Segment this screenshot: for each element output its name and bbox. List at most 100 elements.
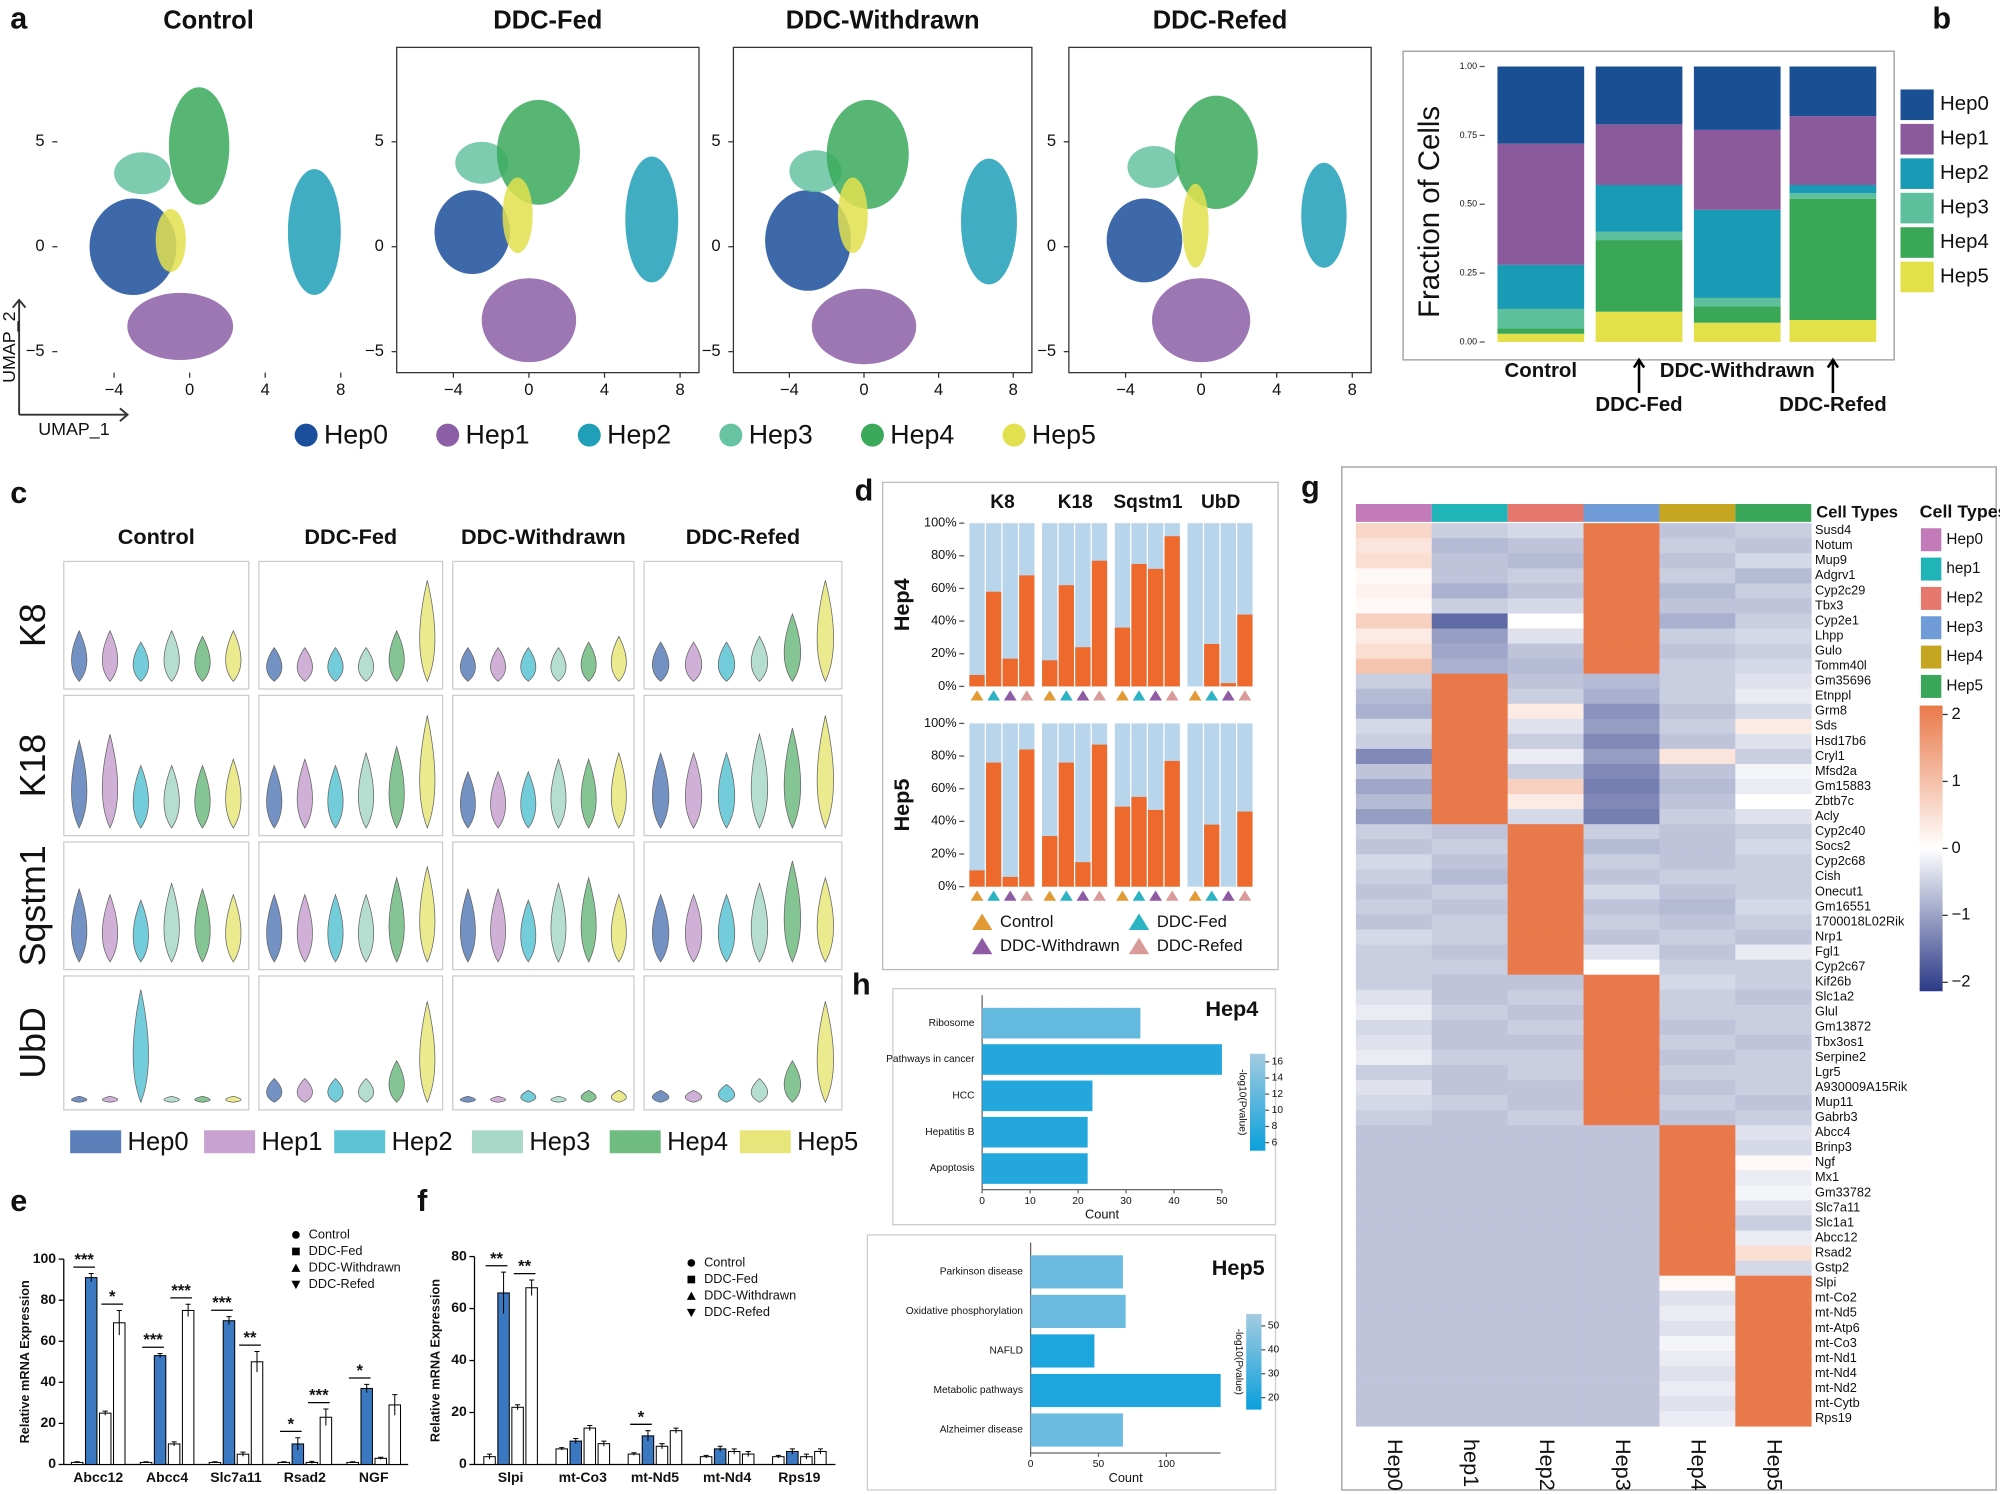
heatmap-cell bbox=[1659, 1019, 1736, 1036]
x-tick-label: 20 bbox=[1072, 1196, 1084, 1207]
legend-marker bbox=[719, 423, 743, 447]
violin bbox=[520, 770, 537, 829]
heatmap-cell bbox=[1659, 884, 1736, 900]
heatmap-cell bbox=[1431, 1305, 1509, 1322]
bar bbox=[153, 1355, 167, 1465]
violin bbox=[460, 887, 476, 963]
bar bbox=[627, 1453, 641, 1465]
heatmap-cell bbox=[1507, 1155, 1584, 1171]
row-label: Sds bbox=[1815, 718, 1837, 733]
bar bbox=[982, 1007, 1141, 1039]
row-label: Tbx3 bbox=[1815, 597, 1843, 612]
violin bbox=[266, 764, 283, 829]
heatmap-cell bbox=[1659, 598, 1736, 614]
row-label: Cyp2c67 bbox=[1815, 959, 1865, 974]
condition-marker bbox=[1076, 890, 1090, 901]
heatmap-cell bbox=[1355, 944, 1433, 961]
legend-swatch bbox=[1900, 261, 1934, 293]
heatmap-cell bbox=[1659, 1335, 1736, 1352]
heatmap-cell bbox=[1659, 1170, 1736, 1186]
heatmap-cell bbox=[1431, 583, 1509, 599]
error-bar bbox=[171, 1441, 177, 1446]
violin bbox=[750, 882, 769, 963]
cluster bbox=[168, 87, 230, 205]
heatmap-cell bbox=[1583, 1170, 1660, 1186]
heatmap-cell bbox=[1583, 583, 1660, 599]
legend-label: DDC-Refed bbox=[704, 1304, 770, 1319]
heatmap-cell bbox=[1355, 658, 1433, 675]
violin bbox=[490, 646, 507, 682]
heatmap-cell bbox=[1355, 869, 1433, 885]
heatmap-cell bbox=[1507, 1125, 1584, 1141]
row-label: Lgr5 bbox=[1815, 1064, 1841, 1079]
condition-marker bbox=[1165, 890, 1179, 901]
violin bbox=[194, 887, 211, 963]
heatmap-cell bbox=[1355, 989, 1433, 1006]
legend-label: DDC-Refed bbox=[309, 1276, 375, 1291]
significance-label: *** bbox=[212, 1293, 232, 1312]
violin bbox=[783, 860, 801, 963]
heatmap-cell bbox=[1735, 1260, 1812, 1277]
bar bbox=[1042, 836, 1058, 887]
row-label: Fgl1 bbox=[1815, 943, 1840, 958]
bar bbox=[982, 1080, 1093, 1112]
error-bar bbox=[240, 1451, 246, 1457]
heatmap-cell bbox=[1735, 869, 1812, 885]
violin bbox=[550, 758, 567, 829]
heatmap-cell bbox=[1583, 613, 1660, 629]
row-label: Etnppl bbox=[1815, 688, 1851, 703]
x-tick-label: 8 bbox=[675, 380, 684, 399]
heatmap-cell bbox=[1355, 523, 1433, 539]
heatmap-cell bbox=[1355, 809, 1433, 825]
bar bbox=[982, 1044, 1222, 1075]
heatmap-cell bbox=[1659, 899, 1736, 915]
heatmap-cell bbox=[1431, 1034, 1509, 1051]
row-label: Acly bbox=[1815, 808, 1840, 823]
legend-label: Hep5 bbox=[1940, 265, 1989, 287]
condition-marker bbox=[987, 890, 1000, 901]
y-tick-label: 20% bbox=[931, 645, 957, 660]
violin bbox=[490, 770, 507, 829]
x-tick-label: 0 bbox=[979, 1196, 985, 1207]
legend-label: Hep1 bbox=[261, 1128, 322, 1156]
heatmap-cell bbox=[1735, 538, 1812, 554]
heatmap-cell bbox=[1583, 824, 1660, 840]
heatmap-cell bbox=[1355, 1080, 1433, 1096]
y-tick-label: 20 bbox=[451, 1403, 467, 1419]
violin bbox=[163, 764, 180, 829]
heatmap-cell bbox=[1735, 1245, 1812, 1262]
row-label: Tbx3os1 bbox=[1815, 1034, 1864, 1049]
violin bbox=[685, 893, 703, 963]
annotation-cell bbox=[1355, 504, 1432, 522]
heatmap-cell bbox=[1355, 1411, 1433, 1427]
heatmap-cell bbox=[1355, 1110, 1433, 1126]
colorbar-tick-label: 20 bbox=[1268, 1392, 1280, 1403]
heatmap-cell bbox=[1355, 1305, 1433, 1322]
bar bbox=[497, 1292, 510, 1465]
heatmap-cell bbox=[1431, 688, 1509, 705]
colorbar-tick-label: 30 bbox=[1268, 1368, 1280, 1379]
row-label: Rsad2 bbox=[1815, 1244, 1852, 1259]
heatmap-cell bbox=[1735, 1004, 1812, 1021]
bar bbox=[1204, 643, 1220, 687]
significance-label: *** bbox=[309, 1386, 329, 1405]
x-tick-label: DDC-Refed bbox=[1779, 394, 1887, 416]
bar bbox=[181, 1309, 195, 1465]
y-tick-label: 1.00 bbox=[1460, 61, 1477, 71]
plot-frame bbox=[258, 560, 444, 690]
heatmap-cell bbox=[1431, 748, 1509, 765]
violin bbox=[419, 1001, 436, 1104]
legend-label: Hep2 bbox=[392, 1128, 453, 1156]
legend-marker bbox=[686, 1291, 696, 1300]
colorbar-tick-label: 16 bbox=[1272, 1057, 1284, 1068]
x-tick-label: Rps19 bbox=[778, 1469, 820, 1485]
heatmap-cell bbox=[1355, 929, 1433, 945]
x-tick-label: 4 bbox=[600, 380, 609, 399]
bar-background bbox=[1187, 723, 1203, 887]
heatmap-cell bbox=[1583, 1350, 1660, 1367]
x-tick-label: DDC-Withdrawn bbox=[1660, 360, 1815, 382]
heatmap-cell bbox=[1507, 899, 1584, 915]
x-tick-label: 10 bbox=[1024, 1196, 1036, 1207]
y-tick-label: 0 bbox=[48, 1455, 56, 1471]
heatmap-cell bbox=[1355, 1335, 1433, 1352]
